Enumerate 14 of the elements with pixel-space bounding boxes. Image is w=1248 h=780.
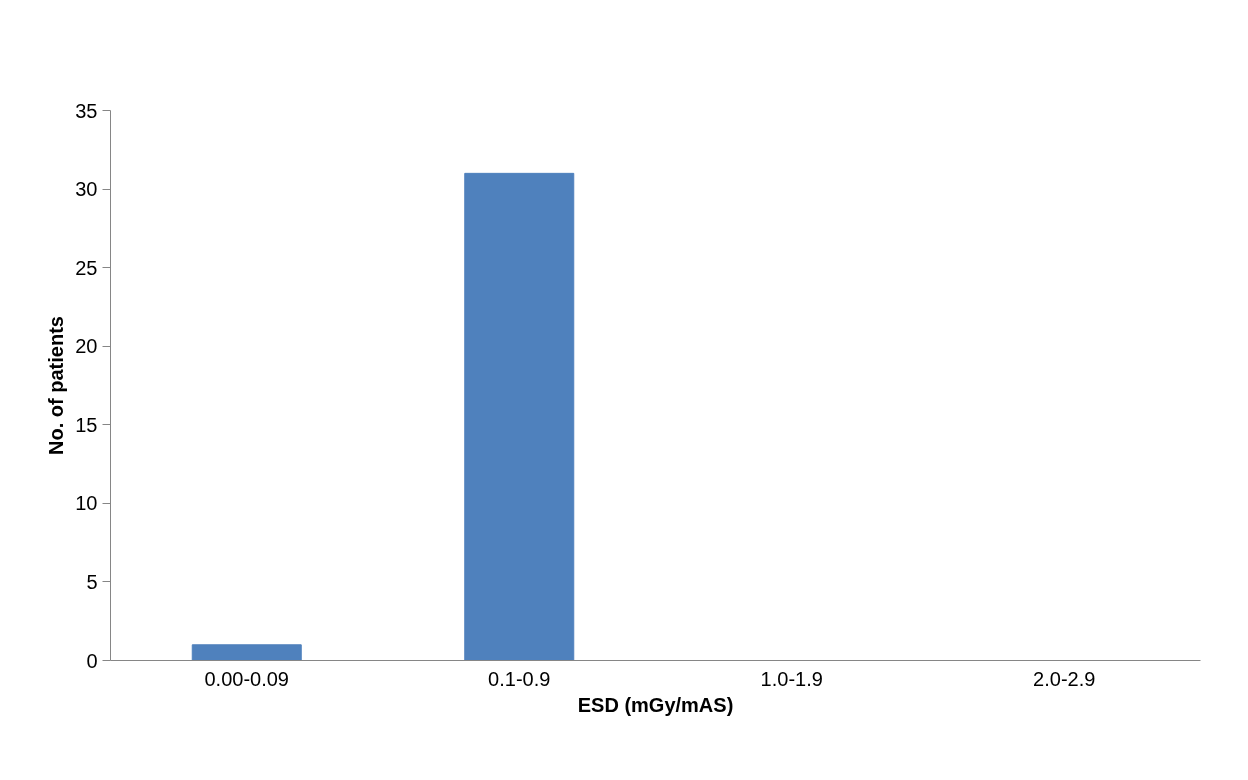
x-tick-label: 1.0-1.9 — [760, 667, 823, 690]
y-tick-label: 35 — [75, 99, 98, 122]
x-tick-label: 0.00-0.09 — [204, 667, 290, 690]
y-axis-title: No. of patients — [45, 316, 68, 455]
y-tick-label: 25 — [75, 256, 98, 279]
y-tick-label: 0 — [86, 649, 98, 672]
x-tick-label: 0.1-0.9 — [488, 667, 551, 690]
x-axis-title: ESD (mGy/mAS) — [577, 693, 734, 716]
y-tick-label: 10 — [75, 492, 98, 515]
x-tick-label: 2.0-2.9 — [1033, 667, 1096, 690]
y-tick-label: 5 — [86, 570, 98, 593]
y-tick-label: 20 — [75, 335, 98, 358]
y-tick-label: 15 — [75, 413, 98, 436]
y-tick-label: 30 — [75, 178, 98, 201]
